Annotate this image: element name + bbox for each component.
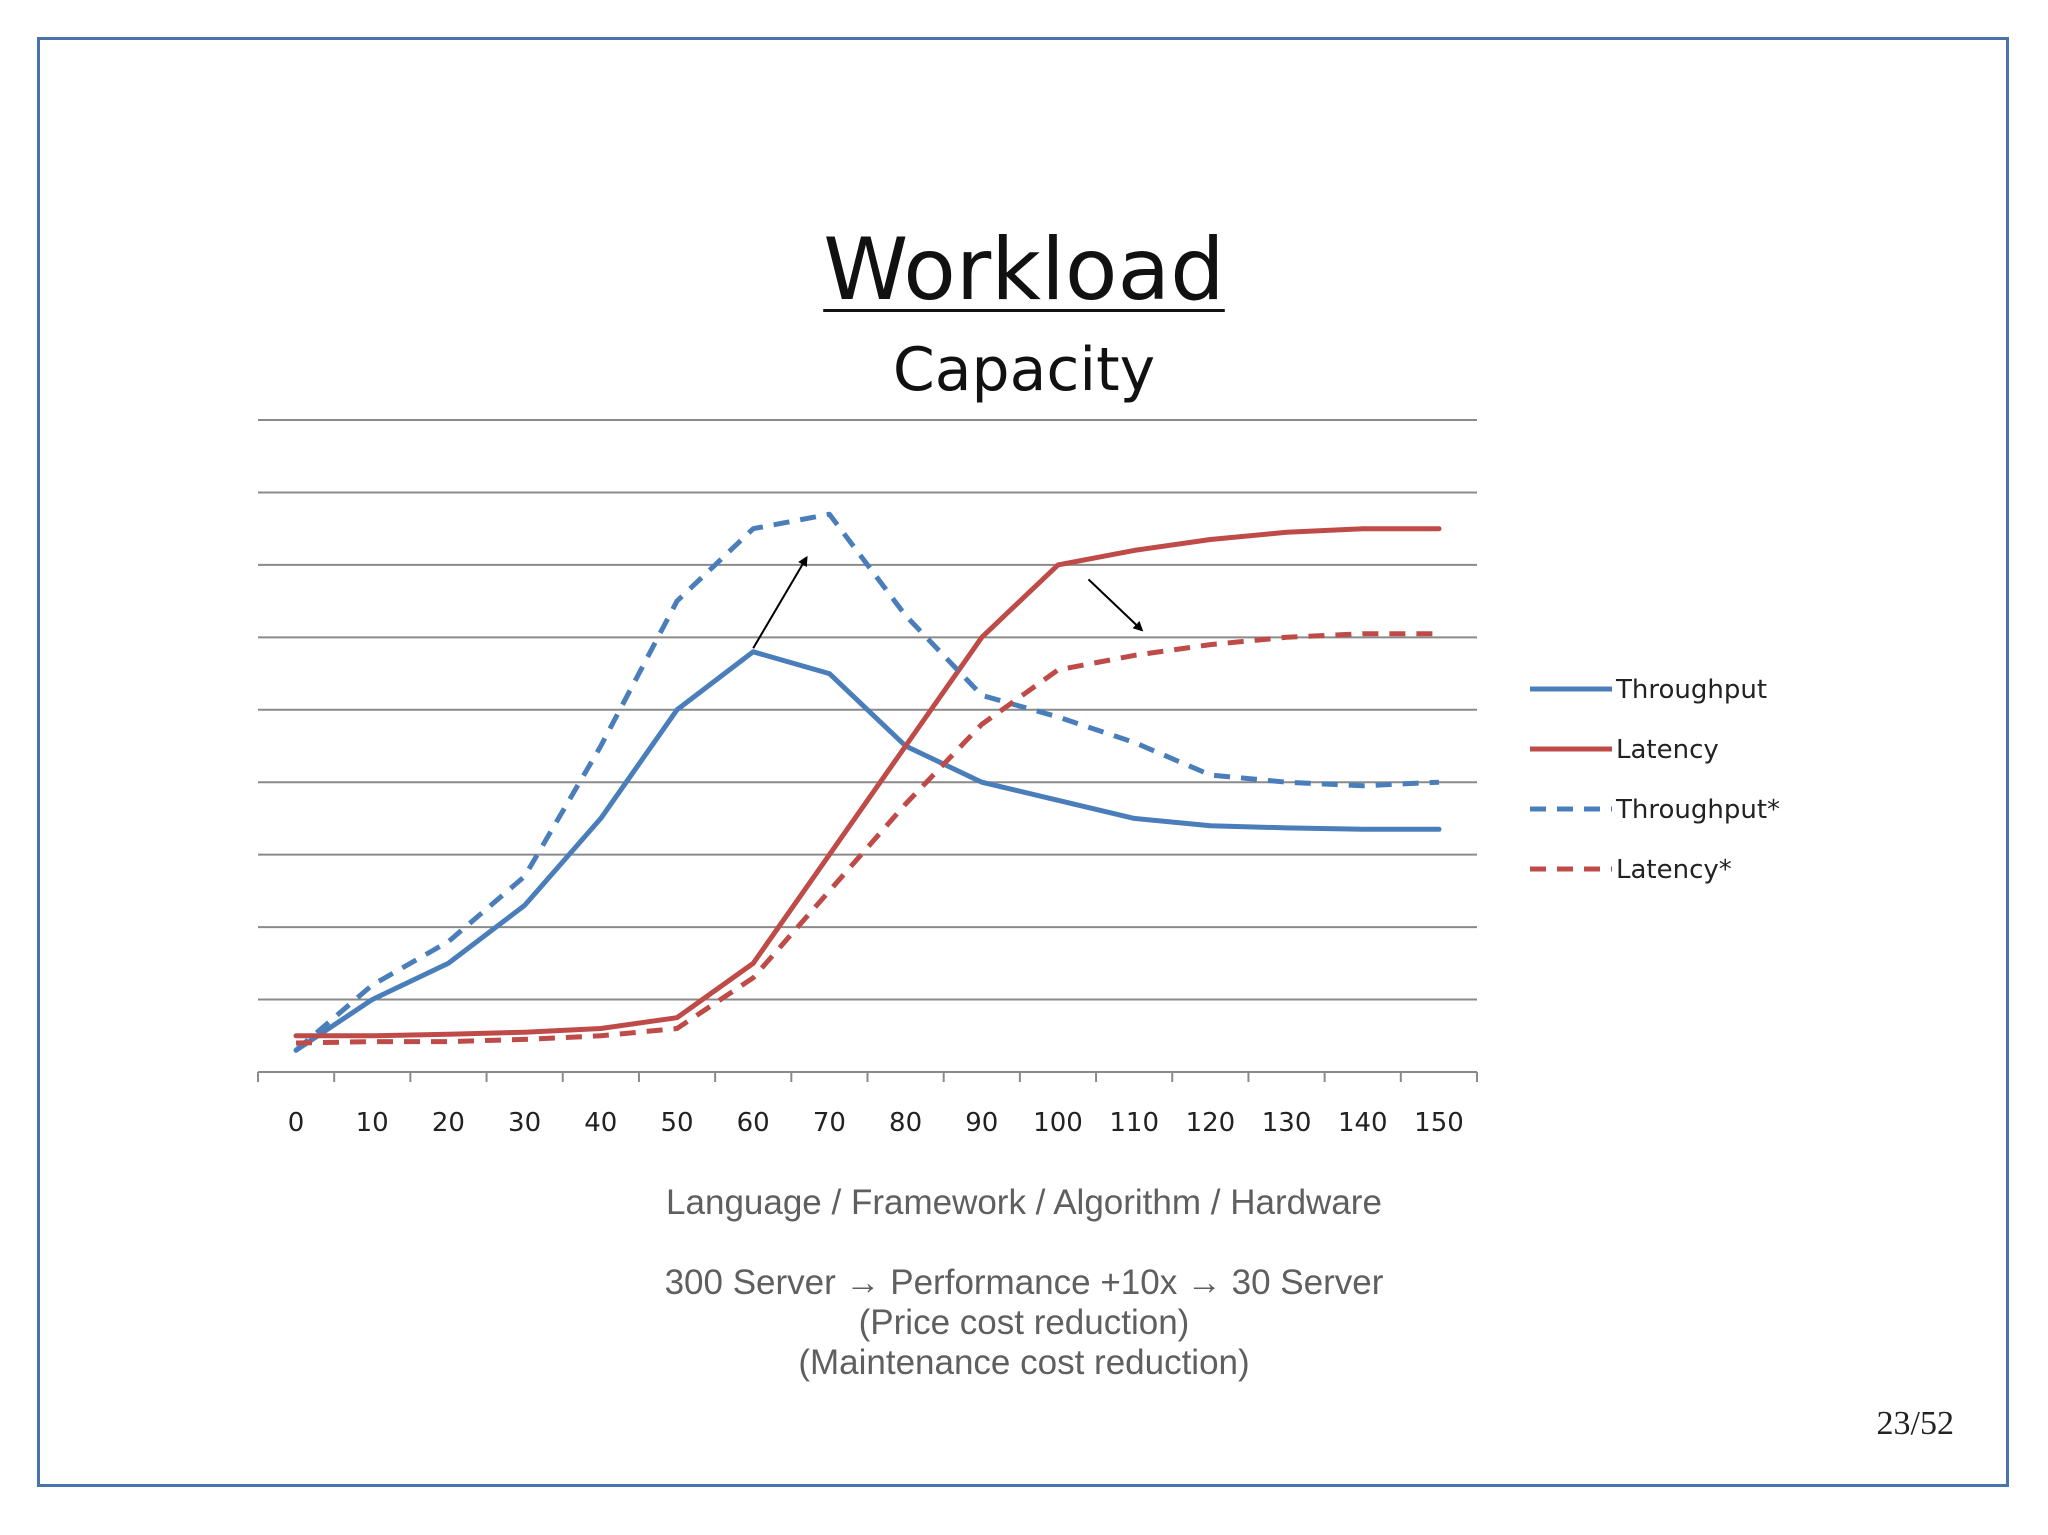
legend-label: Throughput (1615, 675, 1767, 705)
page-number: 23/52 (1876, 1405, 1954, 1442)
caption-maintenance: (Maintenance cost reduction) (798, 1343, 1250, 1382)
slide-subtitle: Capacity (892, 335, 1156, 405)
slide-title: Workload (823, 220, 1225, 320)
series-line-latency-star (295, 631, 1439, 1046)
x-tick-label: 20 (432, 1108, 465, 1138)
legend-label: Throughput* (1615, 795, 1780, 825)
legend-label: Latency* (1616, 855, 1732, 885)
annotation-arrow-up (752, 555, 808, 649)
x-tick-label: 10 (356, 1108, 389, 1138)
x-tick-label: 90 (965, 1108, 998, 1138)
legend-label: Latency (1616, 735, 1719, 765)
x-tick-label: 60 (737, 1108, 770, 1138)
x-tick-label: 150 (1414, 1108, 1464, 1138)
x-tick-label: 110 (1109, 1108, 1159, 1138)
x-tick-label: 50 (660, 1108, 693, 1138)
x-tick-label: 120 (1186, 1108, 1236, 1138)
slide-frame (37, 37, 2009, 1487)
x-tick-label: 140 (1338, 1108, 1388, 1138)
x-tick-label: 0 (288, 1108, 305, 1138)
caption-factors: Language / Framework / Algorithm / Hardw… (666, 1183, 1382, 1222)
series-line-throughput (293, 649, 1442, 1053)
series-line-latency (293, 526, 1442, 1039)
x-tick-label: 80 (889, 1108, 922, 1138)
annotation-arrow-down (1087, 578, 1144, 632)
x-tick-label: 100 (1033, 1108, 1083, 1138)
caption-performance: 300 Server → Performance +10x → 30 Serve… (664, 1263, 1384, 1302)
x-tick-label: 30 (508, 1108, 541, 1138)
x-tick-label: 40 (584, 1108, 617, 1138)
caption-price: (Price cost reduction) (858, 1303, 1190, 1342)
series-line-throughput-star (294, 511, 1440, 1053)
x-tick-label: 70 (813, 1108, 846, 1138)
x-tick-label: 130 (1262, 1108, 1312, 1138)
